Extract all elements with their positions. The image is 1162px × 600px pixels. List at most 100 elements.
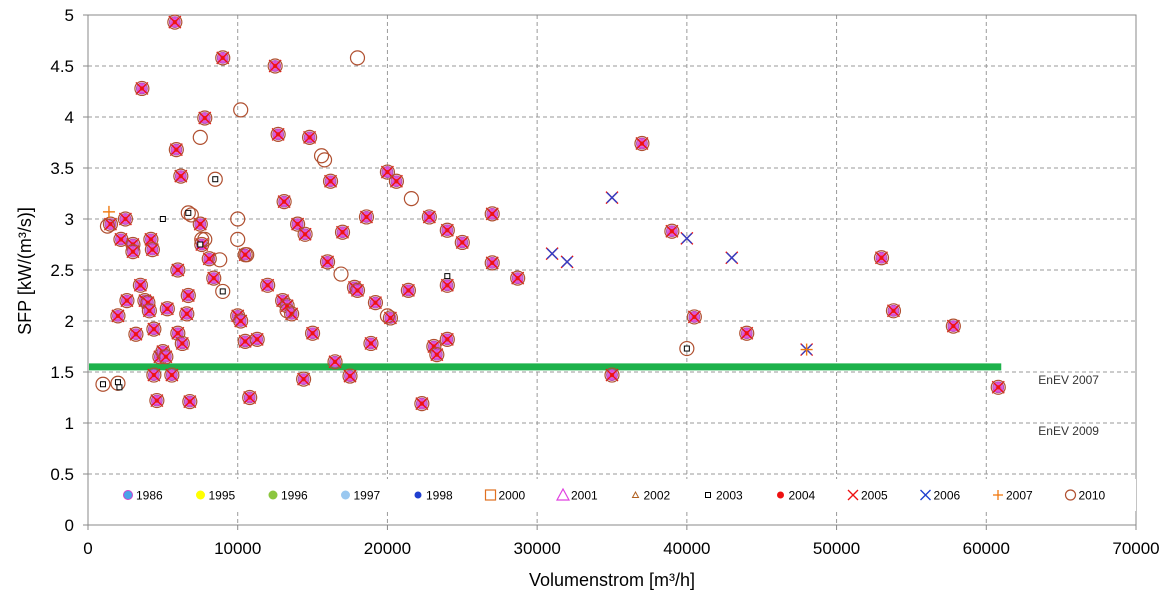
- legend-marker-dot: [196, 490, 205, 500]
- marker-triangle-2001: [160, 350, 172, 362]
- legend-item: 2000: [484, 489, 526, 503]
- marker-circle-2010: [333, 266, 349, 282]
- marker-triangle-2001: [430, 348, 443, 360]
- x-tick-label: 60000: [963, 539, 1010, 558]
- marker-x: [681, 232, 693, 244]
- data-point: [510, 270, 526, 286]
- grid: [88, 15, 1136, 525]
- data-point: [215, 283, 231, 300]
- marker-circle-2010: [242, 389, 258, 406]
- data-point: [233, 102, 249, 118]
- data-point: [197, 231, 213, 247]
- data-point: [197, 241, 204, 248]
- data-point: [143, 231, 159, 247]
- marker-x: [306, 326, 320, 340]
- marker-circle-2010: [510, 270, 526, 286]
- marker-circle-2010: [207, 171, 223, 187]
- marker-circle-2010: [739, 325, 755, 341]
- marker-circle-2010: [144, 242, 160, 258]
- marker-triangle-2001: [636, 137, 648, 149]
- data-point: [484, 255, 500, 271]
- marker-triangle-2001: [297, 373, 310, 384]
- marker-triangle-2001: [875, 251, 888, 263]
- marker-circle-2010: [990, 379, 1006, 395]
- marker-x: [422, 210, 436, 224]
- marker-x: [216, 51, 230, 65]
- legend-label: 1996: [281, 489, 308, 503]
- data-point: [604, 367, 620, 383]
- data-point: [349, 50, 366, 66]
- marker-x: [243, 391, 257, 404]
- marker-triangle-2001: [329, 355, 341, 367]
- marker-x: [126, 245, 140, 259]
- data-point: [319, 254, 336, 270]
- data-point: [454, 234, 470, 251]
- marker-x: [160, 302, 174, 316]
- data-point: [270, 126, 286, 142]
- marker-triangle-2001: [151, 394, 163, 406]
- y-tick-label: 0.5: [50, 465, 74, 484]
- marker-x: [168, 15, 182, 29]
- marker-triangle-2001: [130, 328, 142, 339]
- legend-label: 2001: [571, 489, 598, 503]
- data-point: [192, 216, 208, 232]
- marker-x: [234, 314, 248, 328]
- marker-circle-2010: [180, 205, 196, 221]
- marker-x: [202, 252, 216, 266]
- marker-circle-2010: [110, 308, 126, 324]
- annotation-label: EnEV 2007: [1038, 373, 1099, 387]
- data-point: [439, 222, 455, 238]
- marker-circle-2010: [379, 308, 396, 324]
- y-tick-label: 4: [65, 108, 74, 127]
- legend-marker-dot: [414, 491, 422, 499]
- data-point: [414, 396, 430, 412]
- marker-triangle-2001: [171, 327, 184, 338]
- marker-circle-2010: [141, 303, 157, 319]
- data-point: [117, 211, 134, 227]
- marker-triangle-2001: [198, 111, 211, 123]
- marker-circle-2010: [119, 293, 135, 309]
- marker-circle-2010: [170, 262, 186, 278]
- data-point: [212, 176, 219, 183]
- marker-square-2003: [444, 273, 451, 280]
- marker-circle-2010: [429, 347, 445, 363]
- data-point: [185, 209, 192, 216]
- legend-label: 1997: [354, 489, 381, 503]
- marker-triangle-2001: [606, 369, 618, 380]
- marker-triangle-2001: [381, 166, 394, 177]
- data-point: [560, 255, 574, 269]
- data-point: [159, 301, 175, 317]
- marker-circle-2010: [301, 129, 318, 145]
- marker-x: [440, 223, 454, 237]
- marker-x: [605, 368, 619, 382]
- marker-triangle-2001: [740, 327, 753, 338]
- legend-label: 1986: [136, 489, 163, 503]
- marker-x: [171, 263, 185, 277]
- data-point: [102, 216, 119, 232]
- marker-x: [147, 368, 161, 382]
- marker-triangle-2001: [207, 272, 220, 283]
- marker-circle-2010: [322, 173, 339, 189]
- marker-x: [687, 310, 701, 324]
- legend-marker-dot: [123, 490, 133, 500]
- marker-circle-2010: [686, 309, 702, 325]
- marker-circle-2010: [290, 216, 306, 232]
- data-point: [276, 194, 292, 210]
- marker-circle-2010: [327, 354, 343, 370]
- marker-x: [430, 348, 444, 362]
- data-point: [680, 231, 694, 245]
- y-tick-label: 1: [65, 414, 74, 433]
- marker-circle-2010: [102, 216, 119, 232]
- marker-triangle-2001: [148, 369, 160, 380]
- data-point: [110, 308, 126, 324]
- data-point: [174, 335, 190, 352]
- legend-item: 2010: [1064, 489, 1106, 503]
- marker-x: [440, 278, 454, 292]
- legend-item: 1986: [123, 489, 163, 503]
- marker-circle-2010: [192, 129, 208, 145]
- legend-label: 2007: [1006, 489, 1033, 503]
- marker-circle-2010: [304, 325, 321, 341]
- legend: 1986 1995 1996 1997 1998 2000 2001 2002 2003 2004…: [96, 479, 1136, 511]
- data-point: [304, 325, 321, 341]
- marker-x: [635, 137, 649, 151]
